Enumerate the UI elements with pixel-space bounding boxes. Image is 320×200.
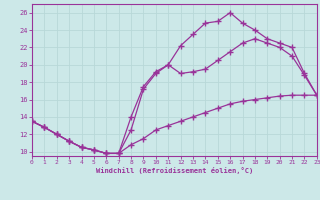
X-axis label: Windchill (Refroidissement éolien,°C): Windchill (Refroidissement éolien,°C) [96, 167, 253, 174]
